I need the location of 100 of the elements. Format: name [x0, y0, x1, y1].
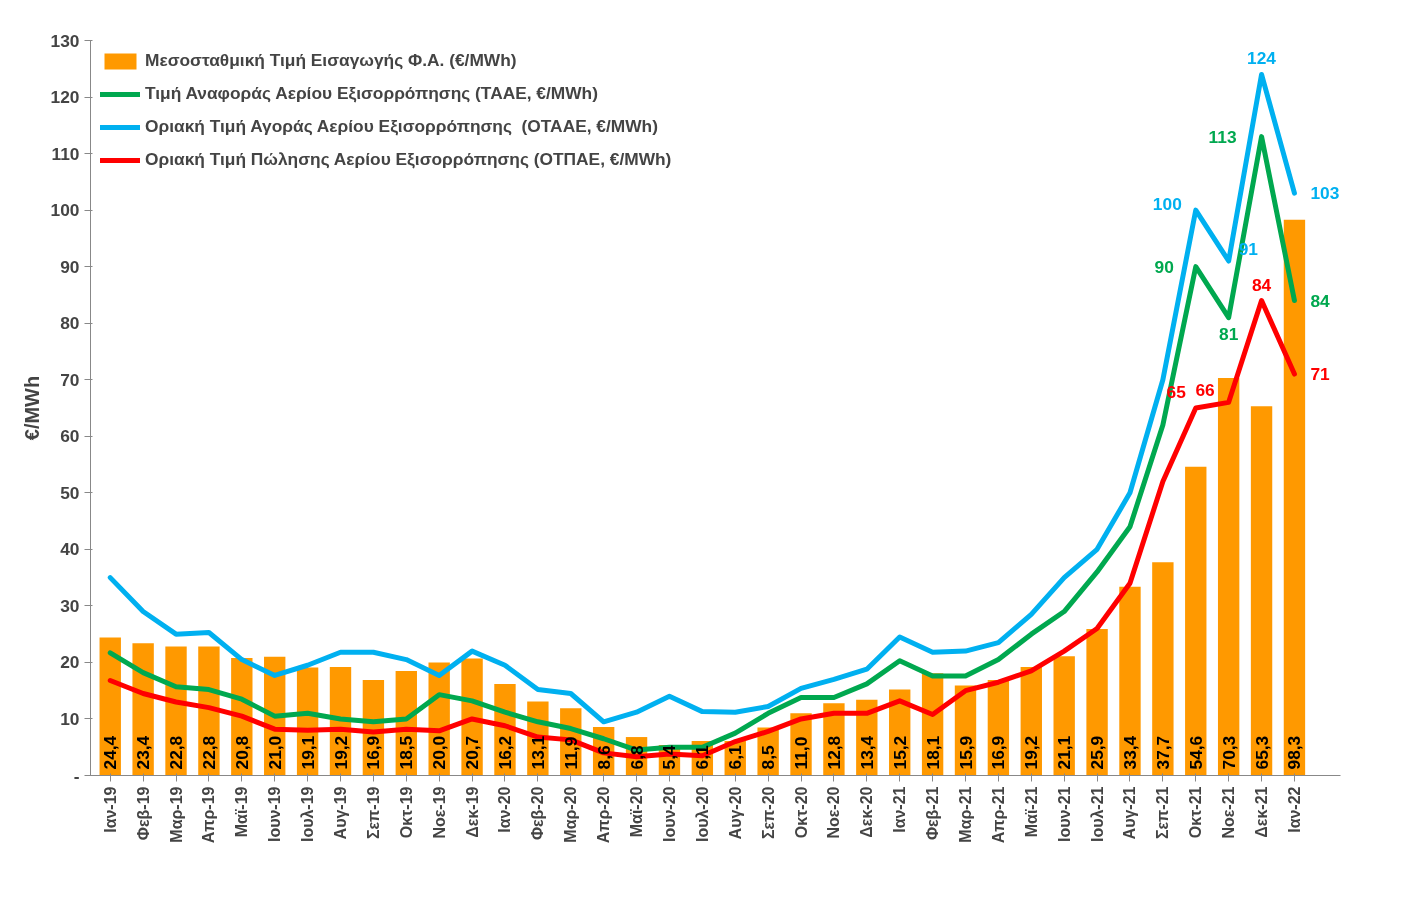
legend-label: Μεσοσταθμική Τιμή Εισαγωγής Φ.Α. (€/MWh)	[145, 50, 517, 71]
x-tick-label: Μαϊ-21	[1022, 786, 1040, 838]
x-tick-label: Ιαν-21	[891, 786, 909, 833]
data-label: 22,8	[198, 735, 219, 770]
y-tick-label: -	[73, 765, 80, 786]
x-tick-label: Μαρ-19	[167, 786, 185, 843]
data-label: 18,5	[396, 735, 417, 770]
x-tick-label: Νοε-21	[1220, 786, 1238, 839]
bar	[1053, 656, 1075, 776]
x-tick-label: Ιουν-19	[266, 786, 284, 843]
bar	[1283, 219, 1306, 776]
x-tick-label: Απρ-20	[595, 786, 613, 844]
data-label: 19,2	[330, 735, 351, 770]
data-label: 98,3	[1284, 735, 1305, 770]
data-label: 11,9	[560, 736, 581, 770]
data-label: 16,2	[494, 735, 515, 770]
data-label: 6,1	[692, 745, 713, 770]
data-label: 15,2	[889, 735, 910, 770]
data-label: 22,8	[166, 735, 187, 770]
data-label: 16,9	[988, 735, 1009, 770]
x-tick-label: Ιουν-20	[660, 786, 678, 843]
data-label: 66	[1195, 380, 1216, 401]
y-tick-label: 40	[60, 539, 80, 560]
data-label: 6,8	[626, 745, 647, 770]
data-label: 103	[1310, 183, 1340, 204]
y-tick-label: 50	[60, 482, 80, 503]
y-tick-label: 20	[60, 652, 80, 673]
x-tick-label: Ιαν-19	[101, 786, 119, 833]
data-label: 37,7	[1152, 735, 1173, 770]
data-label: 21,0	[264, 735, 285, 770]
legend-label: Τιμή Αναφοράς Αερίου Εξισορρόπησης (ΤΑΑΕ, €/MWh)	[145, 83, 598, 104]
x-tick-label: Οκτ-20	[792, 786, 810, 839]
data-label: 84	[1310, 290, 1331, 311]
data-label: 6,1	[725, 745, 746, 770]
data-label: 13,1	[527, 735, 548, 770]
data-label: 20,0	[429, 735, 450, 770]
x-tick-label: Ιουλ-20	[693, 786, 711, 843]
x-tick-label: Απρ-21	[989, 786, 1007, 844]
y-tick-label: 130	[50, 30, 80, 51]
x-tick-label: Φεβ-21	[924, 786, 942, 841]
data-label: 71	[1310, 364, 1331, 385]
data-label: 12,8	[823, 735, 844, 770]
bar	[1086, 629, 1108, 776]
data-label: 33,4	[1119, 735, 1140, 770]
data-label: 20,7	[462, 735, 483, 770]
bar	[1185, 466, 1207, 776]
x-tick-label: Οκτ-21	[1187, 786, 1205, 839]
bar	[1250, 406, 1273, 776]
x-tick-label: Ιουλ-21	[1088, 786, 1106, 843]
bar	[1217, 378, 1240, 776]
x-tick-label: Αυγ-20	[726, 786, 744, 840]
x-tick-label: Σεπ-20	[759, 786, 777, 840]
y-tick-label: 80	[60, 313, 80, 334]
data-label: 81	[1219, 323, 1239, 344]
x-tick-label: Αυγ-21	[1121, 786, 1139, 840]
bar	[1152, 562, 1174, 776]
data-label: 16,9	[363, 735, 384, 770]
x-tick-label: Μαϊ-19	[233, 786, 251, 838]
data-label: 20,8	[231, 735, 252, 770]
y-tick-label: 60	[60, 426, 80, 447]
data-label: 19,1	[297, 735, 318, 770]
legend-label: Οριακή Τιμή Αγοράς Αερίου Εξισορρόπησης (ΟΤΑΑΕ, €/MWh)	[145, 116, 658, 137]
x-tick-label: Δεκ-19	[463, 786, 481, 838]
data-label: 13,4	[856, 735, 877, 770]
x-tick-label: Ιουλ-19	[299, 786, 317, 843]
x-tick-label: Δεκ-21	[1253, 786, 1271, 838]
x-tick-label: Νοε-20	[825, 786, 843, 839]
data-label: 15,9	[955, 735, 976, 770]
data-label: 25,9	[1087, 735, 1108, 770]
data-label: 113	[1208, 126, 1237, 147]
x-tick-label: Ιουν-21	[1055, 786, 1073, 843]
data-label: 8,5	[758, 745, 779, 770]
legend-label: Οριακή Τιμή Πώλησης Αερίου Εξισορρόπησης (ΟΤΠΑΕ, €/MWh)	[145, 149, 672, 170]
data-label: 70,3	[1218, 735, 1239, 770]
x-tick-label: Απρ-19	[200, 786, 218, 844]
x-tick-label: Δεκ-20	[858, 786, 876, 838]
bar	[1119, 586, 1141, 776]
y-tick-label: 10	[60, 708, 80, 729]
data-label: 21,1	[1054, 735, 1075, 770]
x-tick-label: Φεβ-20	[529, 786, 547, 841]
x-tick-label: Οκτ-19	[397, 786, 415, 839]
data-label: 100	[1152, 194, 1182, 215]
x-tick-label: Μαρ-20	[562, 786, 580, 843]
data-label: 18,1	[922, 735, 943, 770]
y-axis-title: €/MWh	[20, 375, 43, 441]
x-tick-label: Αυγ-19	[332, 786, 349, 840]
x-tick-label: Ιαν-20	[496, 786, 514, 833]
x-tick-label: Νοε-19	[430, 786, 448, 839]
y-tick-label: 120	[50, 87, 80, 108]
x-tick-label: Ιαν-22	[1285, 786, 1303, 833]
y-tick-label: 30	[60, 595, 80, 616]
data-label: 84	[1251, 274, 1272, 295]
y-tick-label: 110	[51, 143, 80, 164]
data-label: 54,6	[1185, 735, 1206, 770]
data-label: 124	[1247, 48, 1277, 69]
data-label: 90	[1154, 256, 1174, 277]
data-label: 23,4	[133, 735, 154, 770]
y-tick-label: 100	[50, 200, 80, 221]
x-tick-label: Μαρ-21	[957, 786, 974, 843]
data-label: 24,4	[100, 735, 121, 770]
